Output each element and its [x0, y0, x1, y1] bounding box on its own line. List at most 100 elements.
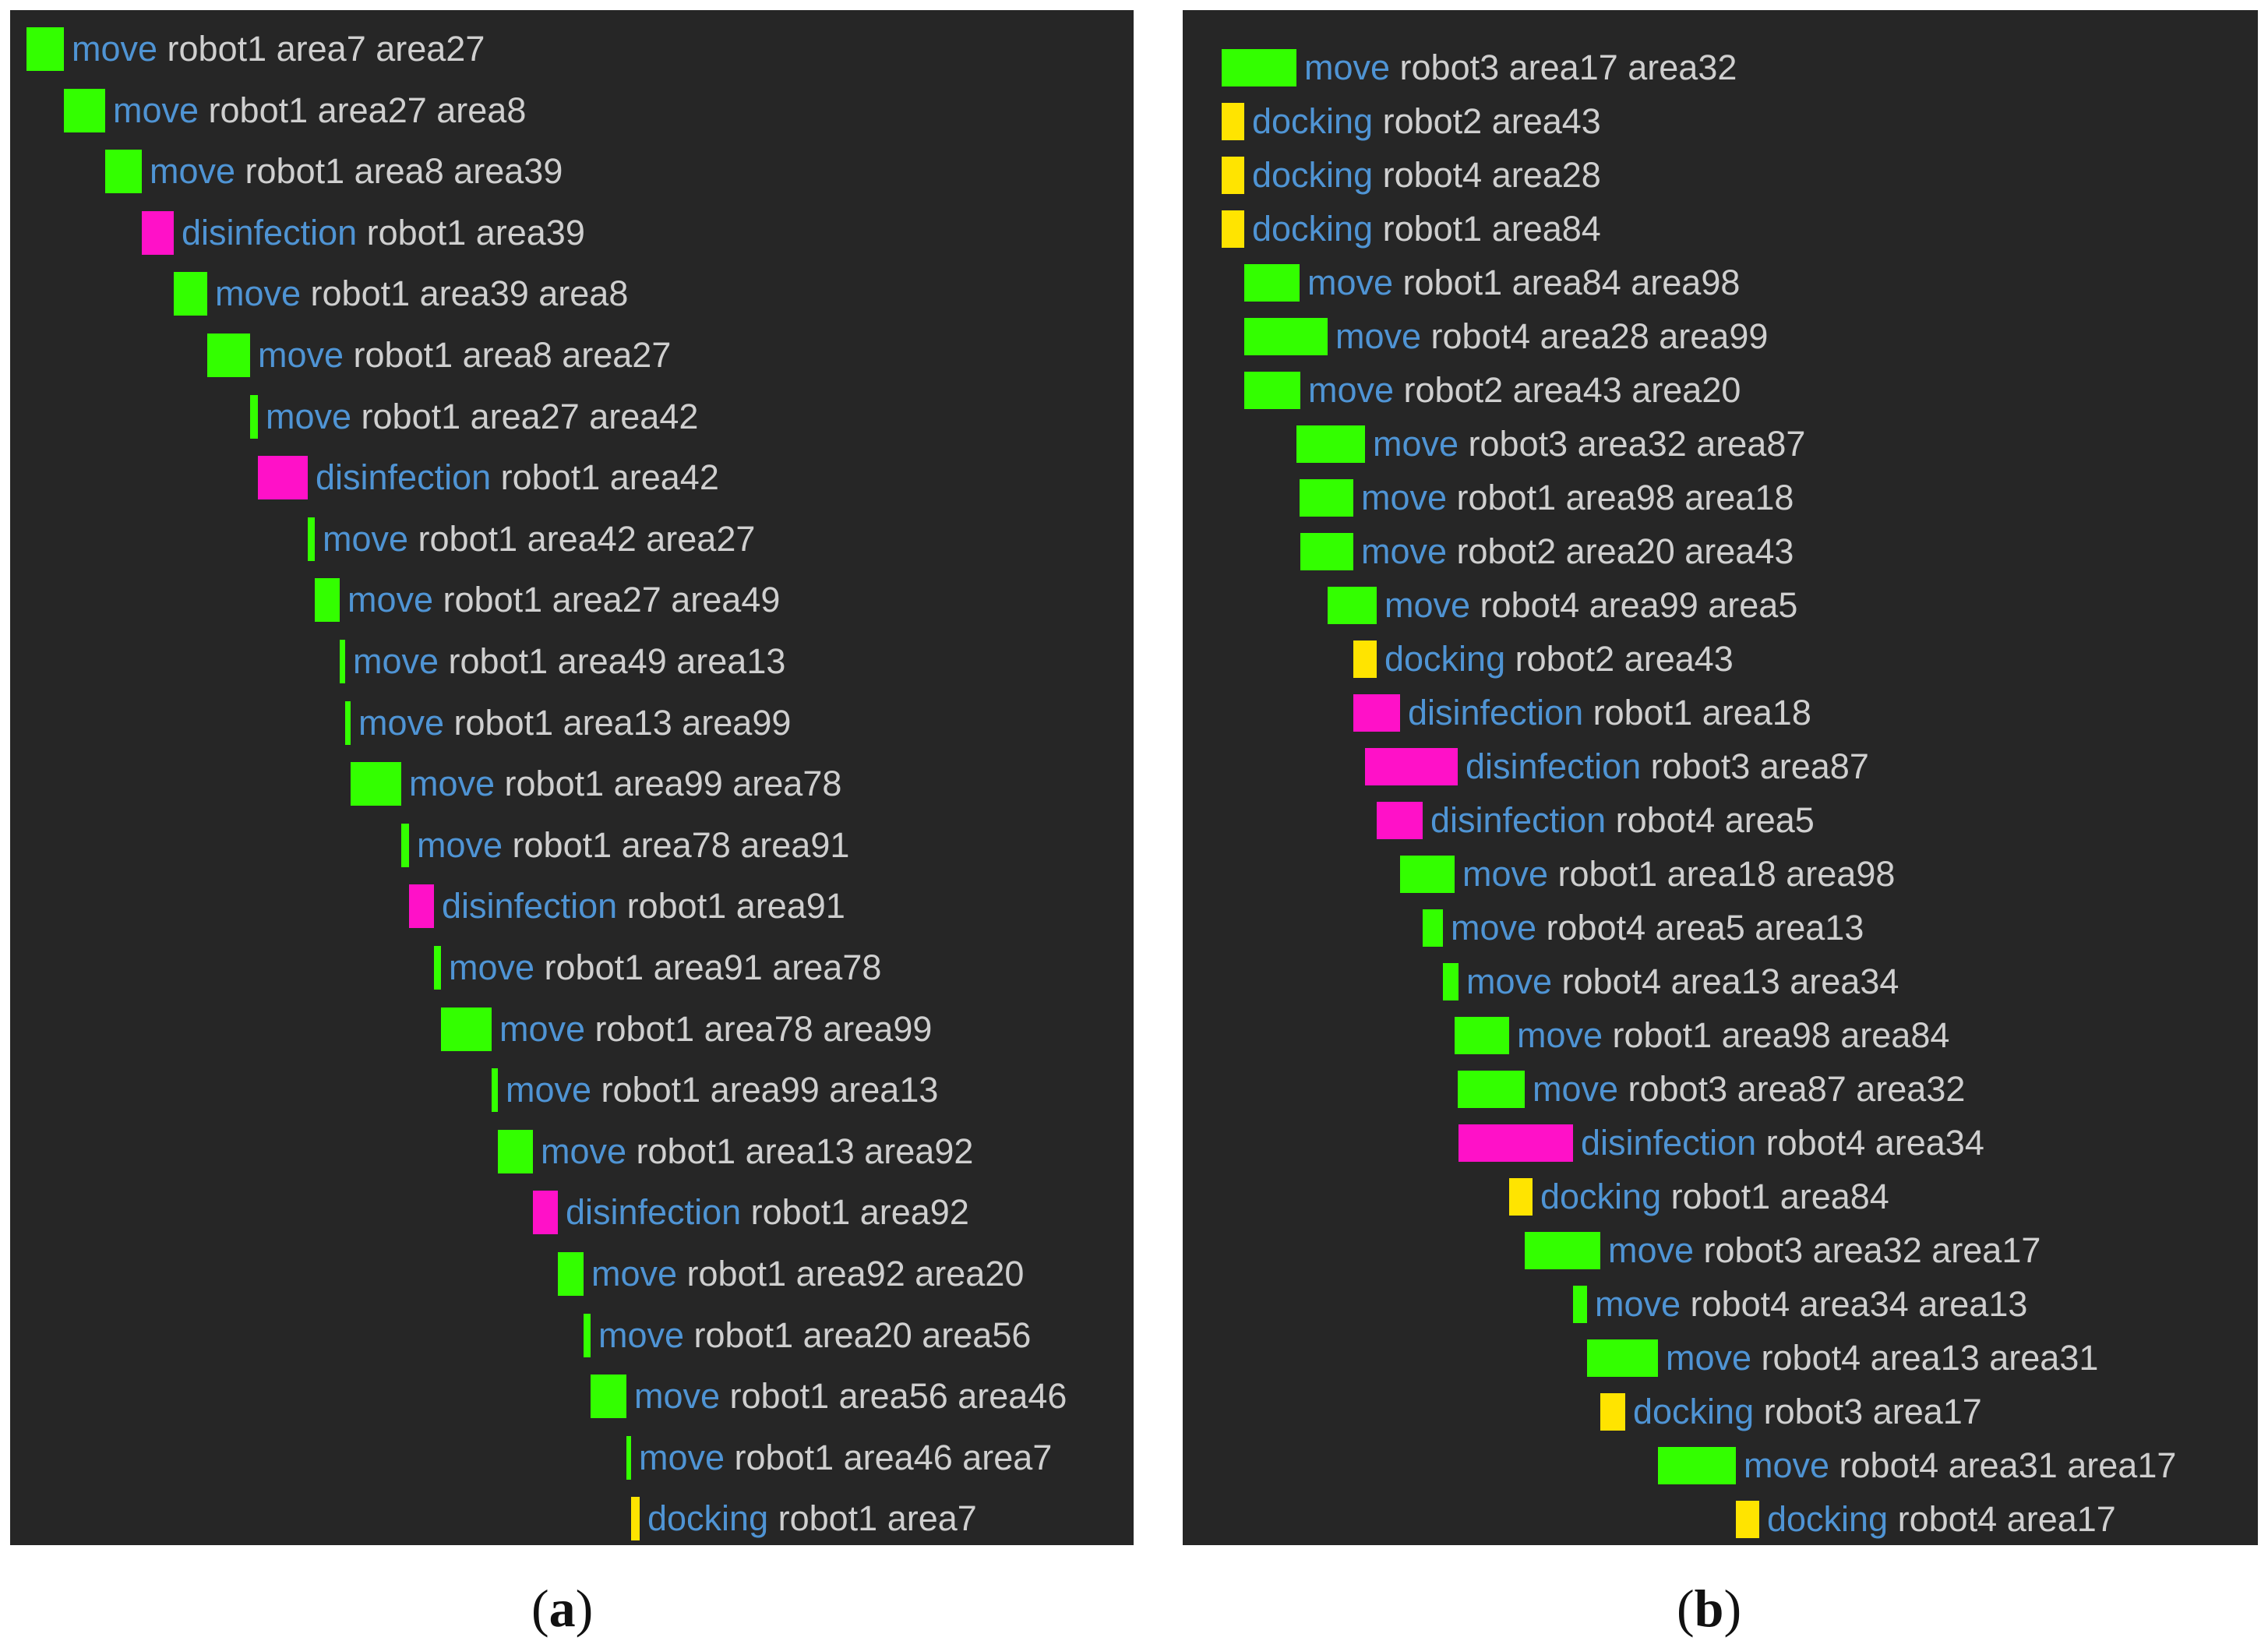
task-args: robot1 area39 — [357, 212, 585, 252]
caption-b: (b) — [1677, 1579, 1742, 1638]
task-label: disinfection robot4 area5 — [1430, 799, 1815, 842]
task-label: disinfection robot1 area39 — [182, 211, 585, 255]
task-label: docking robot1 area7 — [647, 1497, 977, 1540]
task-label: move robot1 area78 area91 — [417, 824, 849, 867]
task-bar-move — [1300, 479, 1353, 517]
task-label: docking robot4 area28 — [1252, 154, 1601, 197]
task-bar-move — [434, 946, 441, 990]
task-label: move robot1 area8 area27 — [258, 333, 671, 377]
task-bar-move — [351, 762, 401, 806]
task-label: move robot4 area34 area13 — [1595, 1283, 2027, 1326]
task-action: docking — [647, 1498, 769, 1539]
task-args: robot4 area28 — [1373, 155, 1601, 195]
task-action: move — [347, 580, 434, 620]
task-action: move — [1384, 585, 1471, 625]
task-action: move — [634, 1376, 721, 1417]
task-label: move robot1 area42 area27 — [323, 517, 755, 561]
task-bar-move — [340, 640, 345, 683]
task-action: docking — [1384, 639, 1506, 679]
task-label: move robot1 area27 area8 — [113, 89, 526, 132]
task-action: disinfection — [1581, 1123, 1757, 1163]
task-args: robot4 area28 area99 — [1421, 316, 1769, 356]
task-args: robot1 area92 — [741, 1192, 969, 1233]
task-action: move — [1308, 370, 1395, 410]
task-label: move robot1 area8 area39 — [150, 150, 563, 193]
task-bar-move — [1455, 1017, 1509, 1054]
task-action: move — [1361, 531, 1448, 571]
task-args: robot4 area5 area13 — [1536, 908, 1864, 948]
task-label: disinfection robot1 area18 — [1408, 691, 1811, 735]
task-bar-move — [1300, 533, 1353, 570]
task-bar-move — [441, 1007, 492, 1051]
task-label: move robot4 area99 area5 — [1384, 584, 1797, 627]
task-action: move — [215, 273, 302, 314]
task-bar-move — [345, 700, 351, 745]
task-action: docking — [1252, 155, 1374, 195]
task-label: disinfection robot4 area34 — [1581, 1121, 1984, 1165]
task-label: move robot3 area32 area17 — [1608, 1229, 2040, 1272]
task-action: disinfection — [316, 457, 492, 498]
task-action: disinfection — [442, 886, 618, 926]
task-args: robot1 area13 area99 — [444, 702, 792, 743]
task-args: robot1 area8 area27 — [344, 335, 672, 375]
task-action: move — [591, 1254, 678, 1293]
task-label: move robot3 area87 area32 — [1533, 1067, 1965, 1111]
task-label: docking robot3 area17 — [1633, 1390, 1982, 1434]
task-args: robot1 area7 area27 — [157, 29, 485, 69]
task-args: robot1 area91 area78 — [534, 948, 882, 987]
task-label: move robot1 area99 area13 — [506, 1068, 938, 1112]
task-label: disinfection robot1 area91 — [442, 884, 845, 928]
task-args: robot4 area34 — [1756, 1123, 1984, 1163]
task-action: docking — [1252, 101, 1374, 141]
task-bar-move — [1525, 1232, 1600, 1269]
task-bar-move — [105, 150, 142, 194]
task-label: move robot1 area84 area98 — [1307, 261, 1740, 305]
task-action: move — [72, 29, 158, 69]
task-bar-move — [498, 1129, 533, 1173]
task-args: robot1 area56 area46 — [720, 1376, 1067, 1417]
task-args: robot3 area17 area32 — [1390, 48, 1737, 87]
gantt-panel-a: move robot1 area7 area27 move robot1 area… — [10, 10, 1134, 1545]
task-args: robot1 area7 — [768, 1498, 977, 1539]
task-action: move — [1533, 1069, 1619, 1109]
task-action: move — [1361, 478, 1448, 517]
task-label: move robot1 area98 area84 — [1517, 1014, 1949, 1057]
task-args: robot1 area27 area49 — [433, 580, 781, 620]
task-bar-move — [1458, 1071, 1525, 1108]
task-label: move robot1 area78 area99 — [499, 1008, 932, 1051]
task-bar-docking — [1353, 640, 1377, 678]
task-args: robot4 area13 area31 — [1751, 1338, 2099, 1378]
task-bar-move — [1328, 587, 1377, 624]
task-args: robot1 area42 — [491, 457, 719, 498]
task-action: move — [499, 1008, 586, 1049]
task-action: disinfection — [182, 212, 358, 252]
task-label: move robot4 area28 area99 — [1335, 315, 1768, 358]
task-bar-move — [1573, 1286, 1587, 1323]
task-bar-move — [1296, 425, 1365, 463]
task-args: robot1 area84 — [1661, 1177, 1889, 1216]
task-args: robot3 area87 area32 — [1618, 1069, 1966, 1109]
task-label: move robot1 area7 area27 — [72, 27, 485, 71]
task-label: move robot1 area18 area98 — [1462, 852, 1895, 896]
task-args: robot1 area99 area78 — [495, 764, 842, 804]
task-label: move robot1 area27 area42 — [266, 395, 698, 439]
task-bar-move — [1443, 963, 1459, 1000]
task-label: disinfection robot3 area87 — [1466, 745, 1869, 789]
task-action: move — [258, 335, 344, 375]
task-args: robot1 area39 area8 — [301, 273, 629, 314]
task-args: robot1 area27 area42 — [351, 396, 699, 436]
task-action: disinfection — [1408, 693, 1584, 732]
task-action: move — [1466, 962, 1553, 1001]
task-args: robot1 area8 area39 — [235, 151, 563, 192]
task-label: docking robot1 area84 — [1252, 207, 1601, 251]
task-label: move robot2 area43 area20 — [1308, 369, 1741, 412]
task-bar-move — [26, 27, 64, 71]
task-bar-move — [1244, 318, 1328, 355]
task-args: robot1 area18 — [1583, 693, 1811, 732]
task-action: move — [506, 1070, 592, 1110]
task-args: robot4 area99 area5 — [1470, 585, 1798, 625]
task-label: move robot1 area92 area20 — [591, 1252, 1024, 1296]
task-bar-disinfection — [409, 884, 434, 929]
caption-a: (a) — [531, 1579, 594, 1638]
task-label: move robot4 area5 area13 — [1451, 906, 1864, 950]
